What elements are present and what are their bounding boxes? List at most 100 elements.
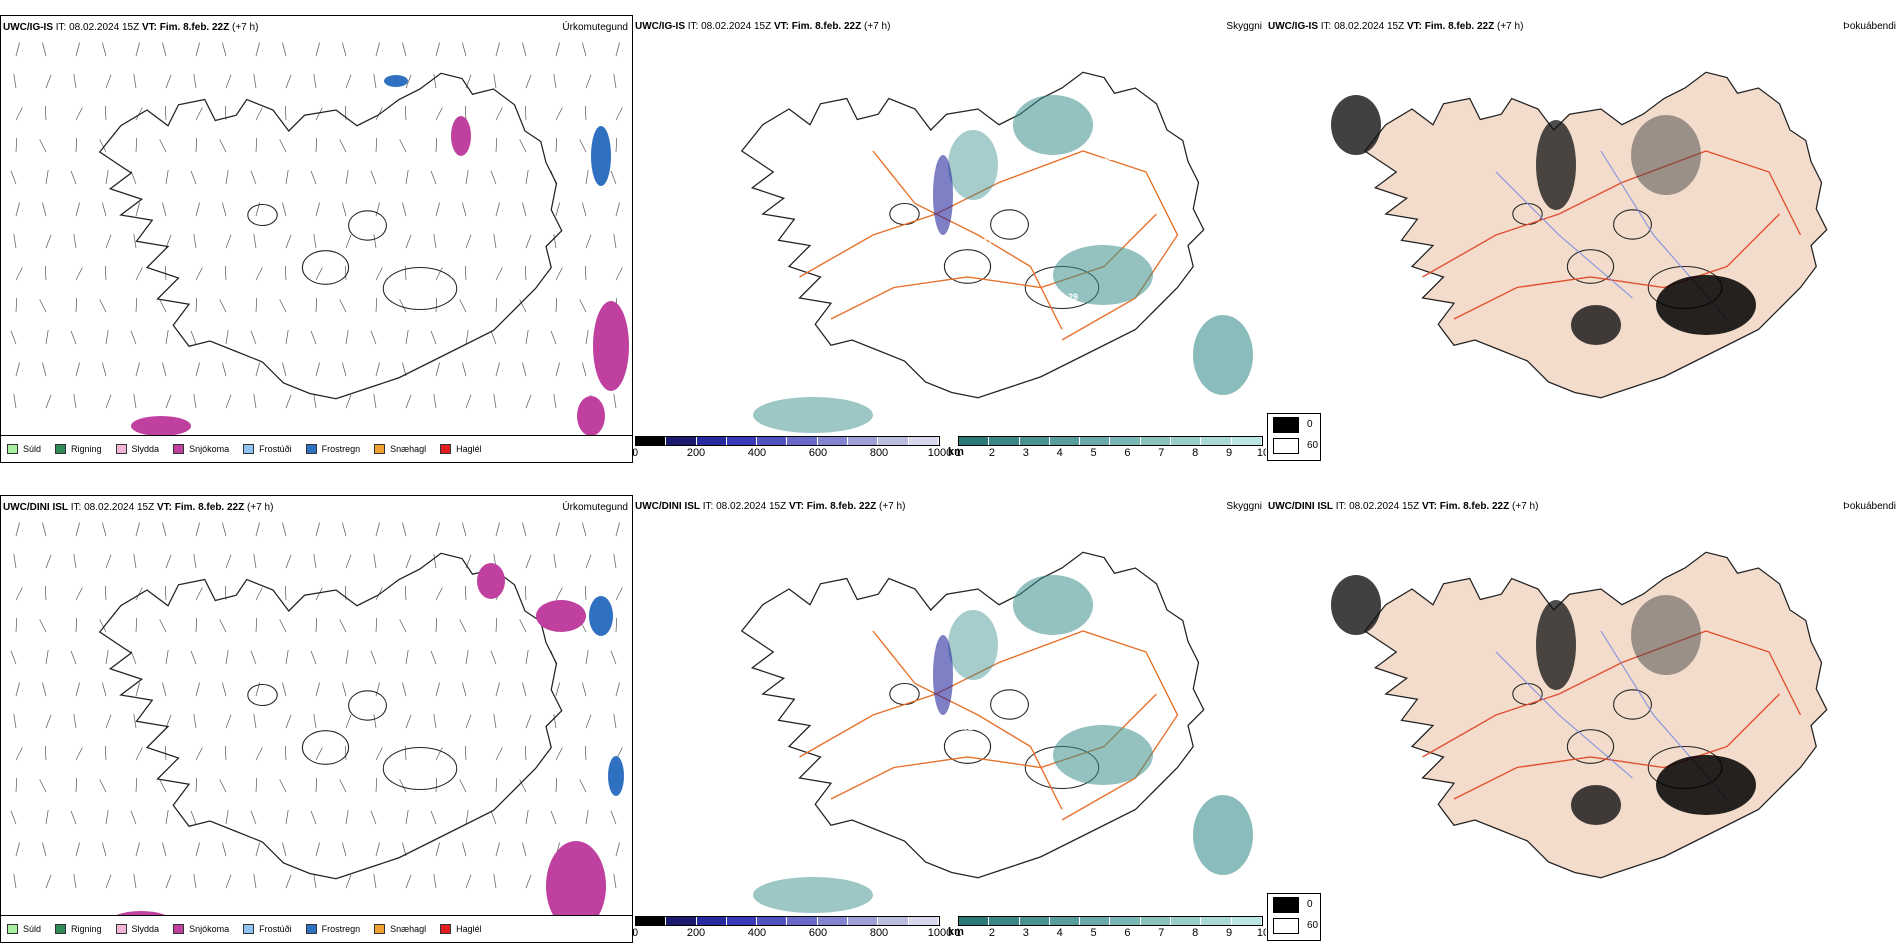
wind-barb (255, 298, 258, 313)
wind-barb (435, 107, 443, 121)
model-name: UWC/DINI ISL (1268, 501, 1333, 512)
wind-barb (582, 202, 587, 217)
wind-barb (339, 619, 347, 633)
colorbar-tick: 600 (808, 927, 828, 939)
wind-barb (522, 362, 527, 377)
iceland-coastline (1363, 551, 1828, 879)
wind-barb (402, 202, 407, 217)
wind-barb (375, 362, 380, 377)
iceland-group (740, 71, 1205, 399)
wind-barb (255, 107, 263, 121)
wind-barb (315, 42, 320, 57)
wind-barb (615, 842, 620, 857)
fog-panel-row1: UWC/IG-IS IT: 08.02.2024 15Z VT: Fim. 8.… (1266, 15, 1900, 463)
colorbar-swatch (1080, 917, 1111, 925)
wind-barb (45, 330, 49, 345)
wind-barb (490, 650, 497, 665)
wind-barb (195, 267, 203, 281)
glacier-outline (247, 683, 278, 707)
precip-panel-row2: UWC/DINI ISL IT: 08.02.2024 15Z VT: Fim.… (0, 495, 633, 943)
wind-barb (610, 650, 617, 665)
wind-barb (550, 330, 557, 345)
colorbar-swatch (1231, 437, 1262, 445)
precip-legend-item: Súld (7, 444, 41, 454)
visibility-colorbar-ticks: 1 2 3 4 5 6 7 8 9 10 (955, 447, 1266, 461)
wind-barb (584, 586, 587, 601)
fog-index-area (1571, 305, 1621, 345)
colorbar-tick: 1000 (927, 927, 953, 939)
fog-legend-item: 60 (1268, 915, 1320, 936)
wind-barb (342, 522, 347, 537)
colorbar-tick: 200 (686, 447, 706, 459)
wind-barb (15, 747, 23, 761)
wind-barb (345, 554, 352, 569)
wind-barb (465, 810, 469, 825)
colorbar-swatch (1140, 917, 1172, 925)
wind-barb (495, 138, 498, 153)
colorbar-swatch (848, 917, 879, 925)
iceland-group (740, 551, 1205, 879)
wind-barb (315, 107, 323, 121)
wind-barb (255, 618, 258, 633)
wind-barb (285, 714, 292, 729)
wind-barb (433, 714, 437, 729)
fog-map-row1 (1331, 71, 1828, 399)
wind-barb (525, 554, 532, 569)
wind-barb (75, 587, 83, 601)
wind-barb (190, 650, 197, 665)
wind-barb (555, 522, 560, 537)
wind-barb (255, 138, 258, 153)
colorbar-swatch (989, 917, 1020, 925)
wind-barb (253, 74, 257, 89)
colorbar-tick: 5 (1090, 927, 1097, 939)
wind-barb (105, 810, 109, 825)
precip-legend-item: Rigning (55, 444, 102, 454)
wind-barb (222, 362, 227, 377)
wind-barb (250, 170, 257, 185)
road-line (872, 630, 1063, 810)
wind-barb (375, 682, 380, 697)
wind-barb (399, 779, 407, 793)
visibility-map-row2: 382 400 343 202 724 (740, 551, 1253, 913)
wind-barb (225, 394, 232, 409)
low-visibility-area (1053, 245, 1153, 305)
precip-legend-item: Haglél (440, 444, 482, 454)
colorbar-tick: 0 (633, 447, 639, 459)
wind-barb (519, 299, 527, 313)
vt-value: Fim. 8.feb. 22Z (1424, 21, 1495, 32)
wind-barb (345, 170, 349, 185)
legend-swatch (440, 924, 452, 934)
vt-label: VT: (773, 21, 789, 32)
wind-barb (399, 139, 407, 153)
colorbar-swatch (1110, 437, 1141, 445)
wind-barb (315, 778, 318, 793)
wind-barb (282, 42, 287, 57)
wind-barb (99, 299, 107, 313)
wind-barb (222, 682, 227, 697)
iceland-group (98, 552, 563, 880)
wind-barb (313, 234, 317, 249)
wind-barb (253, 394, 257, 409)
snow-area (451, 116, 471, 156)
iceland-group (1363, 71, 1828, 399)
wind-barb (313, 874, 317, 889)
colorbar-swatch (726, 437, 758, 445)
wind-barb (465, 330, 469, 345)
cloudbase-colorbar: 0 200 400 600 800 1000 m (633, 436, 952, 463)
snow-area (593, 301, 629, 391)
precip-legend-item: Súld (7, 924, 41, 934)
wind-barb (519, 779, 527, 793)
wind-barb (159, 139, 167, 153)
wind-barb (105, 170, 109, 185)
wind-barb (102, 42, 107, 57)
wind-barb (464, 266, 467, 281)
fog-index-area (1656, 275, 1756, 335)
wind-barb (165, 810, 169, 825)
wind-barb (284, 266, 287, 281)
wind-barb (104, 106, 107, 121)
wind-barb (99, 619, 107, 633)
wind-barb (522, 682, 527, 697)
road-line (1453, 693, 1780, 800)
wind-barb (225, 74, 232, 89)
wind-barb (493, 234, 497, 249)
